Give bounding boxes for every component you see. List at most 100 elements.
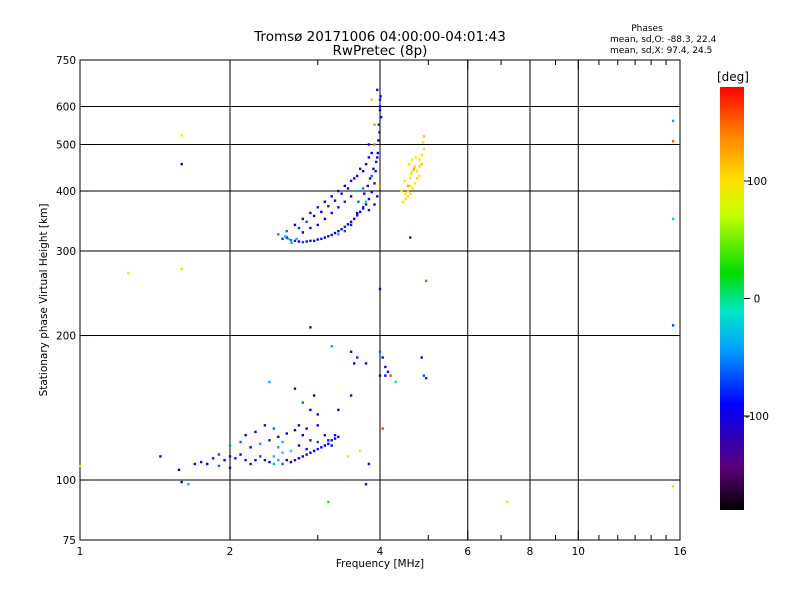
data-point xyxy=(671,324,675,327)
data-point xyxy=(289,238,293,242)
phases-title: Phases xyxy=(631,24,663,34)
data-point xyxy=(367,208,371,212)
data-point xyxy=(349,350,353,353)
data-point xyxy=(384,365,387,369)
data-point xyxy=(358,449,362,453)
colorbar-tick-label: 0 xyxy=(754,294,761,306)
data-point xyxy=(346,187,350,190)
data-point xyxy=(370,151,373,155)
x-tick-label: 10 xyxy=(572,546,585,558)
data-point xyxy=(418,174,421,178)
data-point xyxy=(283,235,287,238)
data-point xyxy=(249,462,252,466)
data-point xyxy=(316,238,319,241)
data-point xyxy=(309,439,312,442)
data-point xyxy=(228,466,232,470)
data-point xyxy=(244,458,247,462)
data-point xyxy=(364,162,368,166)
data-point xyxy=(333,199,337,202)
data-point xyxy=(343,200,347,203)
y-tick-label: 600 xyxy=(56,102,76,114)
data-point xyxy=(367,197,371,201)
data-point xyxy=(366,184,369,188)
data-point xyxy=(277,458,280,462)
data-point xyxy=(364,203,368,206)
data-point xyxy=(305,220,308,224)
data-point xyxy=(337,408,340,412)
data-point xyxy=(297,226,301,230)
data-point xyxy=(378,374,382,377)
data-point xyxy=(409,184,412,188)
data-point xyxy=(254,458,257,462)
y-tick-label: 75 xyxy=(63,535,76,547)
data-point xyxy=(309,226,312,230)
data-point xyxy=(295,237,298,241)
data-point xyxy=(377,139,380,142)
data-point xyxy=(327,442,330,445)
data-point xyxy=(301,217,305,221)
y-tick-label: 100 xyxy=(56,475,76,487)
data-point xyxy=(277,435,280,439)
data-point xyxy=(376,156,379,159)
x-tick-label: 16 xyxy=(673,546,687,558)
data-point xyxy=(301,433,305,437)
data-point xyxy=(305,427,308,430)
data-point xyxy=(193,462,197,466)
data-point xyxy=(355,189,359,193)
data-point xyxy=(285,432,288,435)
y-tick-label: 750 xyxy=(56,55,76,67)
colorbar xyxy=(720,87,744,510)
data-point xyxy=(309,211,312,215)
data-point xyxy=(352,217,356,221)
data-point xyxy=(358,167,362,171)
y-axis-label: Stationary phase Virtual Height [km] xyxy=(38,204,50,397)
data-point xyxy=(376,195,379,198)
data-point xyxy=(293,429,297,432)
data-point xyxy=(333,231,337,235)
data-point xyxy=(374,169,377,173)
data-point xyxy=(323,236,327,239)
data-point xyxy=(330,195,333,198)
y-tick-label: 400 xyxy=(56,186,76,198)
data-point xyxy=(199,460,203,464)
x-tick-label: 6 xyxy=(464,546,471,558)
data-point xyxy=(418,158,421,161)
data-point xyxy=(309,451,312,454)
data-point xyxy=(272,455,276,458)
data-point xyxy=(309,239,312,243)
data-point xyxy=(409,172,413,175)
data-point xyxy=(361,169,365,173)
data-point xyxy=(349,220,353,224)
data-point xyxy=(349,394,353,397)
data-point xyxy=(312,449,316,453)
data-point xyxy=(293,223,297,227)
data-point xyxy=(333,437,337,440)
data-point xyxy=(281,451,284,454)
data-point xyxy=(281,440,284,444)
data-point xyxy=(327,500,330,504)
data-point xyxy=(412,167,416,171)
chart-subtitle: RwPretec (8p) xyxy=(333,43,428,59)
data-point xyxy=(368,177,372,180)
data-point xyxy=(312,239,316,243)
data-point xyxy=(285,236,288,239)
data-point xyxy=(363,192,366,195)
colorbar-tick-label: 100 xyxy=(747,176,767,188)
data-point xyxy=(293,458,297,462)
data-point xyxy=(381,427,384,430)
data-point xyxy=(244,433,247,437)
data-point xyxy=(378,105,382,108)
data-point xyxy=(249,446,252,449)
data-point xyxy=(413,182,417,185)
data-point xyxy=(379,116,383,119)
data-point xyxy=(424,279,428,283)
data-point xyxy=(358,210,362,214)
data-point xyxy=(355,211,359,215)
data-point xyxy=(410,158,414,161)
data-point xyxy=(422,374,426,377)
data-point xyxy=(285,229,288,233)
data-point xyxy=(373,143,376,146)
data-point xyxy=(379,95,382,98)
data-point xyxy=(320,210,323,214)
data-point xyxy=(337,206,340,209)
